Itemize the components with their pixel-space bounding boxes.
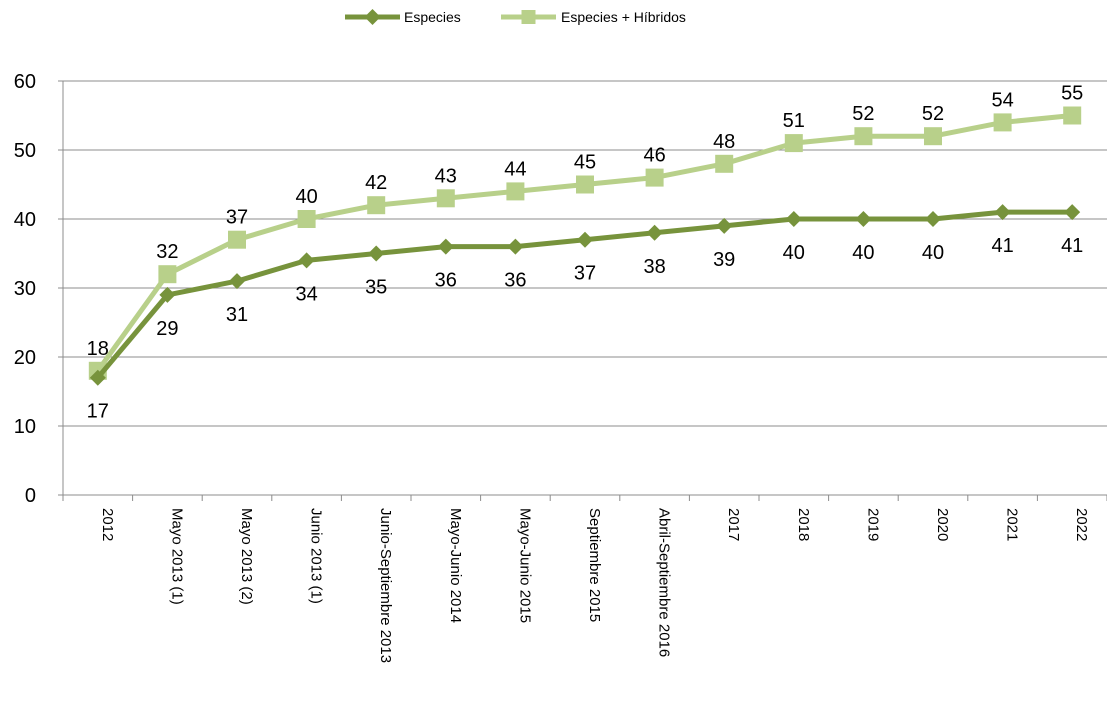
legend-marker [521,10,536,24]
data-point [506,182,525,201]
data-point [784,134,803,153]
data-point [716,217,733,234]
data-label: 40 [295,186,317,208]
x-tick-label: Septiembre 2015 [586,508,603,622]
axes [58,80,1107,501]
x-tick-label: Junio-Septiembre 2013 [377,508,394,663]
data-label: 31 [226,304,248,326]
data-point [437,238,454,255]
data-label: 17 [87,401,109,423]
x-tick-label: Mayo-Junio 2015 [516,508,533,623]
data-label: 51 [783,110,805,132]
data-label: 46 [643,145,665,167]
data-label: 36 [435,270,457,292]
data-label: 35 [365,277,387,299]
y-tick-label: 40 [14,209,36,231]
x-tick-label: 2019 [864,508,881,541]
data-point [646,224,663,241]
data-point [993,113,1012,132]
legend: Especies Especies + Híbridos [345,9,686,25]
data-label: 34 [295,283,317,305]
data-point [715,154,734,173]
x-tick-label: 2021 [1004,508,1021,541]
data-point [1064,204,1081,221]
y-tick-label: 0 [25,485,36,507]
data-point [994,204,1011,221]
x-tick-label: Abril-Septiembre 2016 [656,508,673,657]
data-label: 37 [574,263,596,285]
data-point [298,252,315,269]
data-point [855,211,872,227]
data-point [368,245,385,262]
data-label: 41 [991,235,1013,257]
data-label: 38 [643,256,665,278]
x-tick-label: Mayo 2013 (1) [168,508,185,605]
x-tick-label: 2018 [795,508,812,541]
data-point [297,210,316,228]
y-tick-label: 10 [14,416,36,438]
data-label: 52 [852,103,874,125]
data-labels: 18 32 37 40 42 43 44 45 46 48 51 52 52 54 55 17 29 31 34 35… [87,83,1084,423]
data-label: 40 [852,242,874,264]
data-point [924,127,942,146]
data-label: 40 [783,242,805,264]
data-label: 42 [365,172,387,194]
data-label: 39 [713,249,735,271]
data-label: 18 [87,338,109,360]
y-tick-label: 30 [14,278,36,300]
x-tick-label: 2020 [934,508,951,541]
data-point [925,211,941,227]
data-label: 44 [504,158,526,180]
data-point [645,168,664,187]
data-point [367,196,386,215]
legend-label: Especies + Híbridos [561,9,686,25]
data-label: 41 [1061,235,1083,257]
legend-marker [364,9,381,25]
x-tick-label: Junio 2013 (1) [308,508,325,604]
data-point [577,231,593,248]
data-label: 48 [713,131,735,153]
data-label: 40 [922,242,944,264]
data-point [228,230,246,249]
data-point [507,238,524,255]
data-point [89,369,106,386]
series-group [88,106,1082,386]
data-label: 29 [156,318,178,340]
data-label: 54 [991,89,1013,111]
data-label: 55 [1061,83,1083,105]
x-tick-label: 2022 [1073,508,1090,541]
data-label: 45 [574,152,596,174]
data-label: 43 [435,165,457,187]
x-tick-label: 2017 [725,508,742,541]
data-point [436,189,455,208]
data-point [1063,106,1082,125]
y-tick-label: 20 [14,347,36,369]
x-tick-label: Mayo-Junio 2014 [447,508,464,623]
data-point [785,211,802,227]
y-tick-label: 60 [14,71,36,93]
data-label: 32 [156,241,178,263]
y-tick-label: 50 [14,140,36,162]
data-label: 52 [922,103,944,125]
data-point [158,265,177,284]
data-label: 37 [226,207,248,229]
x-tick-label: Mayo 2013 (2) [238,508,255,605]
data-label: 36 [504,270,526,292]
data-point [576,175,594,194]
x-tick-label: 2012 [99,508,116,541]
x-axis-ticks: 2012 Mayo 2013 (1) Mayo 2013 (2) Junio 2013… [99,508,1090,663]
data-point [229,273,245,290]
data-point [159,286,176,303]
legend-label: Especies [404,9,461,25]
data-point [854,127,873,146]
y-axis-ticks: 0 10 20 30 40 50 60 [14,71,36,507]
